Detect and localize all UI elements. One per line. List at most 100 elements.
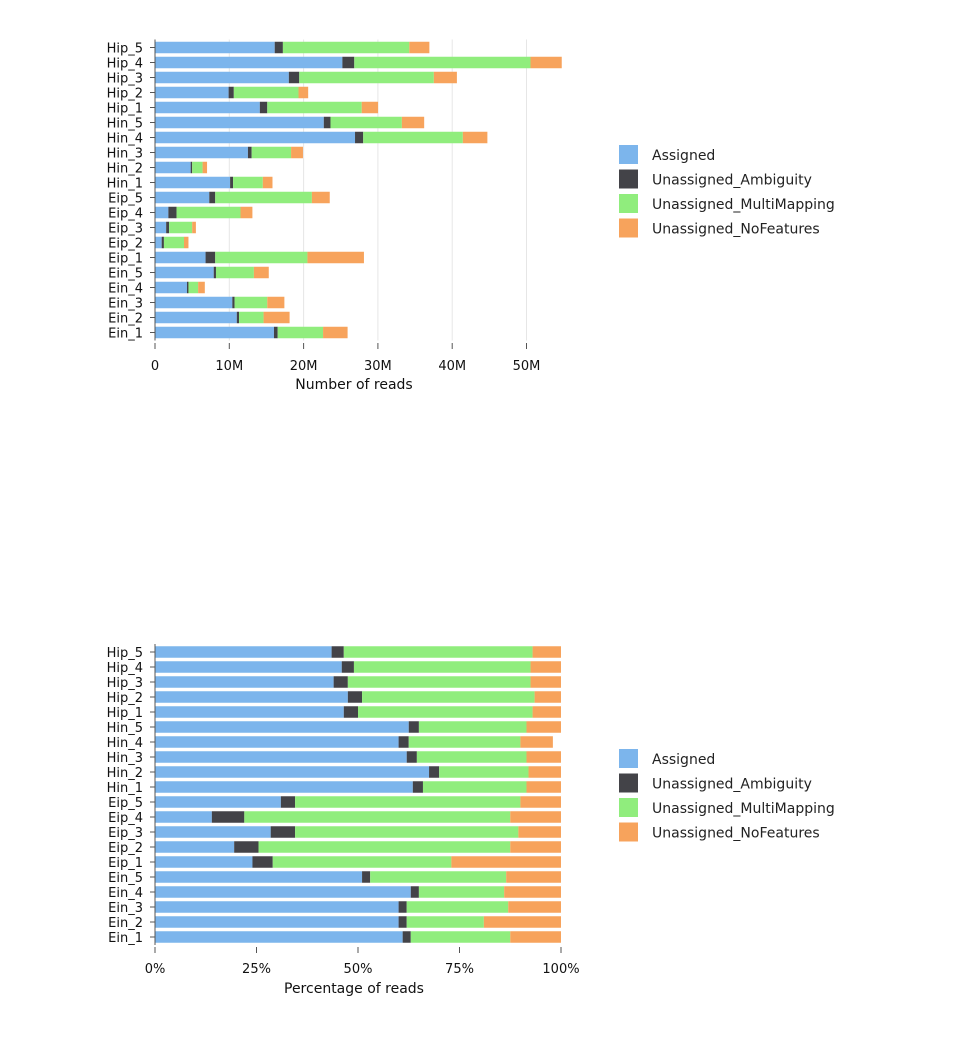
bar-segment-unassigned-nofeatures: [240, 206, 253, 219]
bar-segment-unassigned-multimapping: [363, 131, 463, 144]
category-label: Hip_1: [107, 102, 143, 117]
bar-segment-unassigned-ambiguity: [355, 131, 364, 144]
bar-segment-unassigned-multimapping: [244, 811, 511, 823]
bar-segment-assigned: [155, 101, 260, 114]
bar-segment-unassigned-multimapping: [282, 41, 410, 54]
bar-segment-unassigned-multimapping: [233, 176, 263, 189]
category-label: Hin_2: [107, 766, 143, 781]
bar-segment-unassigned-nofeatures: [291, 146, 303, 159]
legend-swatch: [619, 169, 638, 189]
bar-segment-unassigned-nofeatures: [253, 266, 269, 279]
bar-segment-unassigned-ambiguity: [333, 676, 348, 688]
bar-segment-assigned: [155, 871, 363, 883]
bar-segment-unassigned-ambiguity: [252, 856, 273, 868]
bar-segment-assigned: [155, 901, 399, 913]
bar-segment-unassigned-ambiguity: [211, 811, 245, 823]
bar-segment-unassigned-nofeatures: [202, 161, 208, 174]
bar-segment-unassigned-nofeatures: [506, 871, 561, 883]
bar-segment-unassigned-multimapping: [353, 661, 531, 673]
bar-segment-unassigned-nofeatures: [401, 116, 425, 129]
bar-segment-unassigned-ambiguity: [341, 661, 354, 673]
bar-segment-unassigned-multimapping: [272, 856, 452, 868]
bar-segment-assigned: [155, 71, 289, 84]
bar-segment-unassigned-multimapping: [418, 886, 505, 898]
bar-segment-assigned: [155, 886, 411, 898]
x-tick-label: 40M: [438, 359, 466, 374]
bar-segment-unassigned-nofeatures: [532, 646, 561, 658]
bar-segment-unassigned-ambiguity: [398, 901, 407, 913]
bar-segment-unassigned-nofeatures: [504, 886, 561, 898]
bar-segment-assigned: [155, 191, 210, 204]
legend-swatch: [619, 773, 638, 793]
category-label: Hin_4: [107, 736, 143, 751]
bar-segment-unassigned-multimapping: [406, 901, 509, 913]
category-label: Eip_3: [108, 826, 143, 841]
legend-label: Assigned: [652, 752, 715, 768]
category-label: Ein_3: [108, 297, 143, 312]
bar-segment-unassigned-nofeatures: [530, 56, 562, 69]
bar-segment-unassigned-nofeatures: [508, 901, 561, 913]
bar-segment-unassigned-ambiguity: [406, 751, 417, 763]
counts-chart: Hip_5Hip_4Hip_3Hip_2Hip_1Hin_5Hin_4Hin_3…: [107, 39, 835, 393]
bar-segment-unassigned-nofeatures: [192, 221, 196, 234]
category-label: Ein_4: [108, 886, 143, 901]
bar-segment-assigned: [155, 86, 229, 99]
category-label: Ein_1: [108, 931, 143, 946]
bar-segment-unassigned-multimapping: [422, 781, 527, 793]
bar-segment-unassigned-multimapping: [234, 296, 268, 309]
bar-segment-unassigned-ambiguity: [270, 826, 296, 838]
bar-segment-unassigned-nofeatures: [520, 796, 561, 808]
bar-segment-unassigned-multimapping: [215, 266, 254, 279]
bar-segment-assigned: [155, 326, 274, 339]
x-tick-label: 75%: [445, 962, 474, 977]
category-label: Ein_1: [108, 327, 143, 342]
bar-segment-unassigned-multimapping: [362, 691, 535, 703]
bar-segment-assigned: [155, 236, 162, 249]
category-label: Eip_5: [108, 796, 143, 811]
bar-segment-unassigned-multimapping: [267, 101, 362, 114]
bar-segment-unassigned-ambiguity: [331, 646, 344, 658]
bar-segment-unassigned-nofeatures: [361, 101, 379, 114]
category-label: Hip_1: [107, 706, 143, 721]
bar-segment-unassigned-multimapping: [406, 916, 484, 928]
bar-segment-unassigned-ambiguity: [166, 221, 170, 234]
category-label: Hin_5: [107, 117, 143, 132]
category-label: Ein_5: [108, 267, 143, 282]
bar-segment-unassigned-ambiguity: [362, 871, 371, 883]
bar-segment-unassigned-nofeatures: [263, 311, 290, 324]
category-label: Hip_2: [107, 87, 143, 102]
bar-segment-assigned: [155, 826, 271, 838]
legend-swatch: [619, 798, 638, 817]
bar-segment-unassigned-multimapping: [330, 116, 402, 129]
bar-segment-unassigned-ambiguity: [429, 766, 440, 778]
bar-segment-unassigned-multimapping: [251, 146, 292, 159]
bar-segment-unassigned-nofeatures: [483, 916, 561, 928]
category-label: Hip_4: [107, 57, 143, 72]
bar-segment-unassigned-multimapping: [347, 676, 531, 688]
bar-segment-unassigned-multimapping: [410, 931, 511, 943]
bar-segment-unassigned-ambiguity: [230, 176, 234, 189]
bar-segment-assigned: [155, 706, 344, 718]
bar-segment-unassigned-multimapping: [358, 706, 533, 718]
bar-segment-unassigned-ambiguity: [398, 736, 409, 748]
bar-segment-unassigned-multimapping: [295, 826, 519, 838]
category-label: Eip_4: [108, 207, 143, 222]
bar-segment-assigned: [155, 161, 191, 174]
bar-segment-assigned: [155, 281, 187, 294]
category-label: Ein_3: [108, 901, 143, 916]
bar-segment-unassigned-nofeatures: [307, 251, 364, 264]
category-label: Eip_1: [108, 252, 143, 267]
bar-segment-unassigned-ambiguity: [342, 56, 355, 69]
bar-segment-unassigned-ambiguity: [323, 116, 331, 129]
x-tick-label: 25%: [242, 962, 271, 977]
category-label: Hin_4: [107, 132, 143, 147]
category-label: Hin_1: [107, 781, 143, 796]
bar-segment-unassigned-ambiguity: [213, 266, 216, 279]
percentage-chart: Hip_5Hip_4Hip_3Hip_2Hip_1Hin_5Hin_4Hin_3…: [107, 644, 835, 997]
bar-segment-unassigned-ambiguity: [273, 326, 278, 339]
bar-segment-assigned: [155, 736, 399, 748]
bar-segment-unassigned-multimapping: [343, 646, 533, 658]
bar-segment-unassigned-ambiguity: [168, 206, 177, 219]
bar-segment-unassigned-multimapping: [416, 751, 527, 763]
bar-segment-unassigned-nofeatures: [262, 176, 273, 189]
